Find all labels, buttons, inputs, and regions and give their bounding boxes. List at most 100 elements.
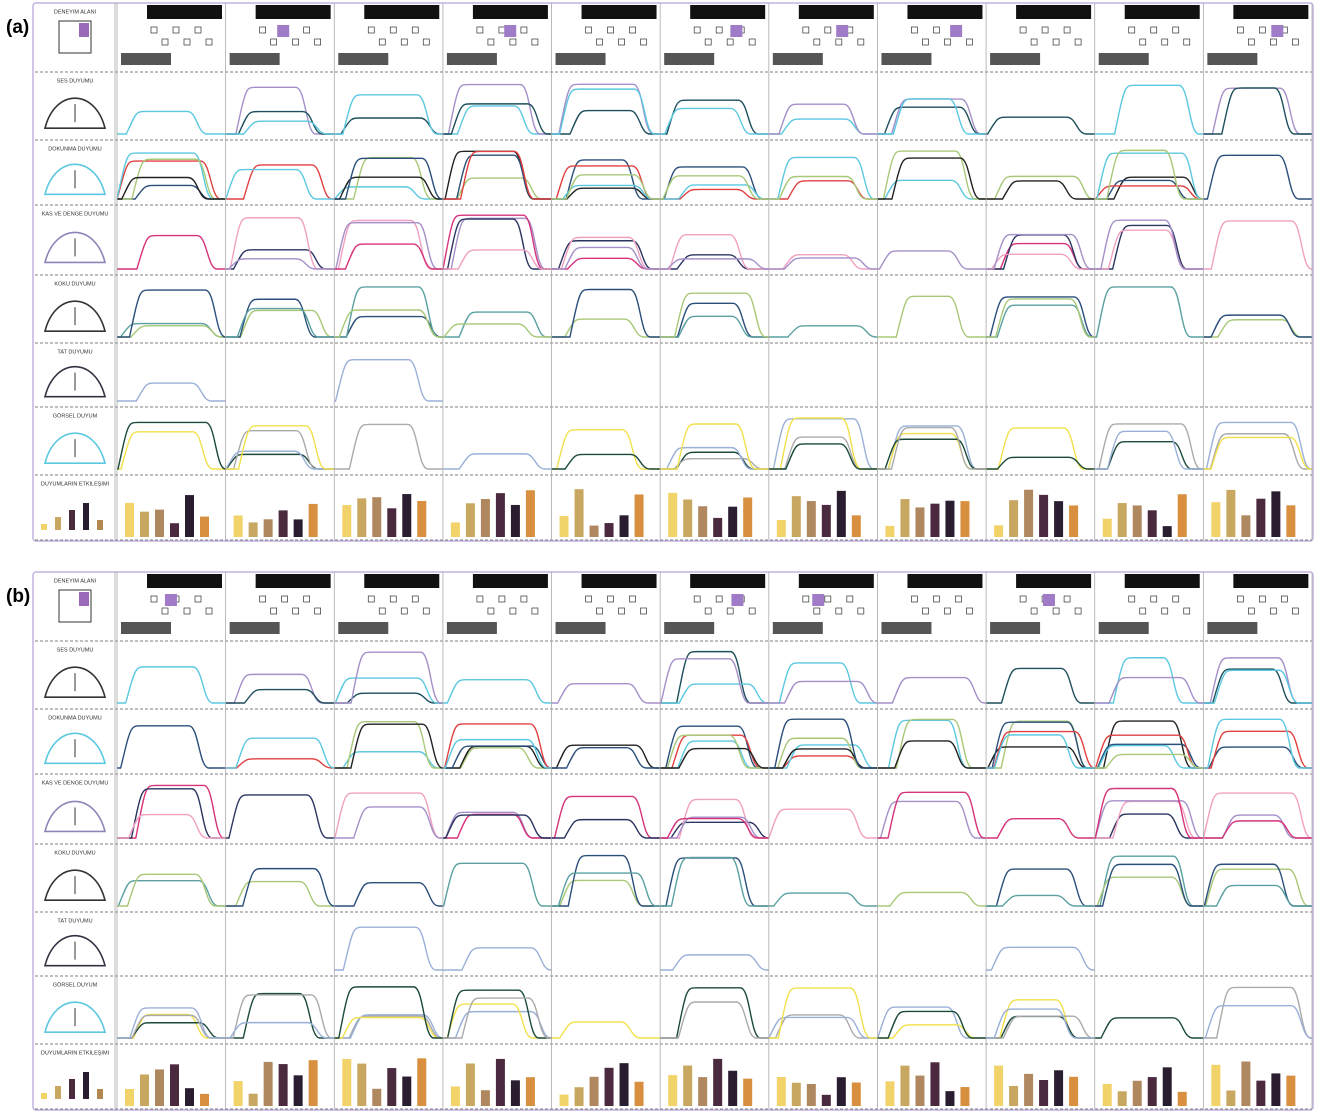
header-strip xyxy=(1207,622,1257,634)
interaction-bar xyxy=(930,1062,939,1106)
sense-curve xyxy=(877,1025,986,1038)
interaction-bar xyxy=(605,523,614,537)
sense-curve xyxy=(769,988,878,1038)
sense-curve xyxy=(660,819,769,838)
interaction-bar xyxy=(777,520,786,537)
header-icon xyxy=(749,39,755,45)
interaction-bar xyxy=(1054,501,1063,537)
sense-curve xyxy=(552,454,661,469)
sense-curve xyxy=(986,668,1095,703)
header-icon xyxy=(641,608,647,614)
header-icon xyxy=(1031,39,1037,45)
header-icon xyxy=(379,608,385,614)
interaction-bar xyxy=(728,1071,737,1106)
sense-curve xyxy=(877,678,986,703)
sense-curve xyxy=(986,947,1095,970)
interaction-bar xyxy=(155,1069,164,1106)
header-block xyxy=(690,574,765,588)
sense-curve xyxy=(1095,220,1204,269)
sense-curve xyxy=(443,948,552,970)
icon-bar xyxy=(55,1086,61,1099)
interaction-bar xyxy=(1069,505,1078,537)
sense-curve xyxy=(226,882,335,906)
interaction-bar xyxy=(915,507,924,537)
interaction-bar xyxy=(792,1083,801,1106)
sense-curve xyxy=(986,895,1095,906)
sense-curve xyxy=(443,85,552,134)
interaction-bar xyxy=(1118,1091,1127,1106)
icon xyxy=(79,592,89,606)
header-icon xyxy=(1173,596,1179,602)
interaction-bar xyxy=(1271,491,1280,537)
sense-curve xyxy=(443,155,552,199)
sense-curve xyxy=(117,236,226,269)
header-icon xyxy=(1053,39,1059,45)
icon-bar xyxy=(69,1079,75,1099)
header-icon xyxy=(532,39,538,45)
sense-curve xyxy=(552,873,661,906)
header-highlight xyxy=(731,594,743,606)
header-highlight xyxy=(1043,594,1055,606)
interaction-bar xyxy=(125,1089,134,1106)
row-label: DOKUNMA DUYUMU xyxy=(48,715,102,721)
sense-curve xyxy=(226,795,335,838)
header-icon xyxy=(619,39,625,45)
sense-curve xyxy=(552,748,661,768)
header-icon xyxy=(195,596,201,602)
sense-curve xyxy=(660,684,769,703)
header-icon xyxy=(1184,608,1190,614)
interaction-bar xyxy=(309,504,318,537)
header-icon xyxy=(955,596,961,602)
header-icon xyxy=(825,596,831,602)
sense-curve xyxy=(986,457,1095,469)
interaction-bar xyxy=(466,503,475,537)
sense-curve xyxy=(1203,434,1312,469)
header-icon xyxy=(597,39,603,45)
interaction-bar xyxy=(140,512,149,537)
sense-curve xyxy=(552,290,661,337)
interaction-bar xyxy=(713,518,722,537)
header-icon xyxy=(705,39,711,45)
header-icon xyxy=(716,596,722,602)
row-label: DENEYIM ALANI xyxy=(54,578,97,584)
interaction-bar xyxy=(1286,505,1295,537)
header-block xyxy=(256,574,331,588)
sense-curve xyxy=(660,659,769,703)
sense-curve xyxy=(226,299,335,337)
interaction-bar xyxy=(1256,1081,1265,1106)
header-icon xyxy=(966,608,972,614)
sense-curve xyxy=(334,883,443,906)
panel: (a)DENEYIM ALANISES DUYUMUDOKUNMA DUYUMU… xyxy=(6,3,1313,541)
interaction-bar xyxy=(885,526,894,537)
sense-curve xyxy=(1095,287,1204,337)
row-label: SES DUYUMU xyxy=(57,78,94,84)
header-icon xyxy=(1053,608,1059,614)
sense-curve xyxy=(334,95,443,134)
interaction-bar xyxy=(264,1062,273,1106)
header-icon xyxy=(162,39,168,45)
header-icon xyxy=(1281,596,1287,602)
header-icon xyxy=(1237,27,1243,33)
sense-curve xyxy=(769,1017,878,1038)
interaction-bar xyxy=(1148,510,1157,537)
header-icon xyxy=(401,39,407,45)
interaction-bar xyxy=(309,1060,318,1106)
interaction-bar xyxy=(264,519,273,537)
row-label: GÖRSEL DUYUM xyxy=(53,412,98,419)
sense-curve xyxy=(334,424,443,469)
header-icon xyxy=(803,27,809,33)
sense-curve xyxy=(117,290,226,337)
interaction-bar xyxy=(807,1084,816,1106)
header-icon xyxy=(608,27,614,33)
header-icon xyxy=(401,608,407,614)
interaction-bar xyxy=(279,1064,288,1106)
header-icon xyxy=(271,608,277,614)
header-highlight xyxy=(165,594,177,606)
header-block xyxy=(907,5,982,19)
interaction-bar xyxy=(960,1087,969,1106)
header-icon xyxy=(477,27,483,33)
header-icon xyxy=(944,39,950,45)
interaction-bar xyxy=(234,515,243,537)
sense-curve xyxy=(769,119,878,134)
interaction-bar xyxy=(125,503,134,537)
